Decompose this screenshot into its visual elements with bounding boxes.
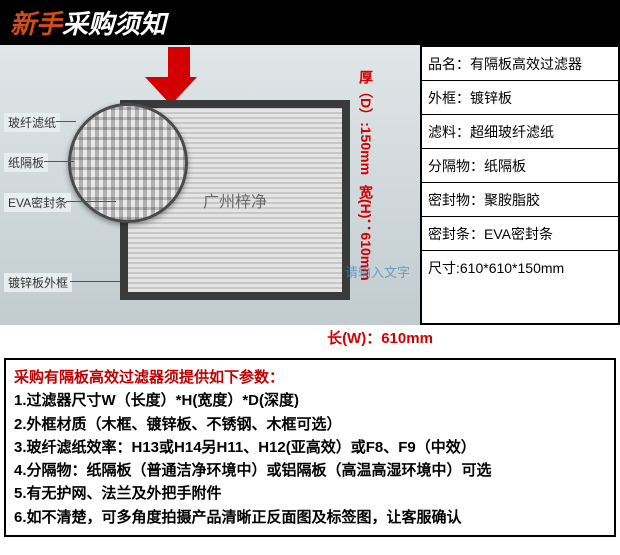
- spec-row: 品名：有隔板高效过滤器: [422, 47, 618, 81]
- spec-row: 密封条：EVA密封条: [422, 217, 618, 251]
- info-line: 6.如不清楚，可多角度拍摄产品清晰正反面图及标签图，让客服确认: [14, 506, 606, 529]
- spec-row: 滤料：超细玻纤滤纸: [422, 115, 618, 149]
- dim-depth: 厚（D）:150mm: [356, 70, 376, 175]
- diagram-panel: 广州梓净 玻纤滤纸 纸隔板 EVA密封条 镀锌板外框 厚（D）:150mm 宽(…: [0, 45, 420, 325]
- info-line: 2.外框材质（木框、镀锌板、不锈钢、木框可选）: [14, 413, 606, 436]
- main-area: 广州梓净 玻纤滤纸 纸隔板 EVA密封条 镀锌板外框 厚（D）:150mm 宽(…: [0, 45, 620, 325]
- info-line: 1.过滤器尺寸W（长度）*H(宽度）*D(深度): [14, 389, 606, 412]
- info-title: 采购有隔板高效过滤器须提供如下参数：: [14, 366, 606, 389]
- arrow-down-icon: [160, 47, 197, 105]
- header-emphasis: 新手: [10, 9, 62, 39]
- info-line: 4.分隔物：纸隔板（普通洁净环境中）或铝隔板（高温高湿环境中）可选: [14, 459, 606, 482]
- spec-row: 分隔物：纸隔板: [422, 149, 618, 183]
- spec-row: 密封物：聚胺脂胶: [422, 183, 618, 217]
- label-seal: EVA密封条: [4, 193, 71, 212]
- label-fiber: 玻纤滤纸: [4, 113, 60, 132]
- label-separator: 纸隔板: [4, 153, 48, 172]
- detail-magnifier: [68, 103, 188, 223]
- label-frame: 镀锌板外框: [4, 273, 72, 292]
- header-title: 采购须知: [62, 9, 166, 39]
- brand-watermark: 广州梓净: [203, 188, 267, 212]
- dim-width: 长(W)：610mm: [0, 325, 620, 352]
- spec-row: 外框：镀锌板: [422, 81, 618, 115]
- spec-row: 尺寸:610*610*150mm: [422, 251, 618, 285]
- info-box: 采购有隔板高效过滤器须提供如下参数： 1.过滤器尺寸W（长度）*H(宽度）*D(…: [4, 358, 616, 537]
- spec-table: 品名：有隔板高效过滤器 外框：镀锌板 滤料：超细玻纤滤纸 分隔物：纸隔板 密封物…: [420, 45, 620, 325]
- header-bar: 新手采购须知: [0, 0, 620, 45]
- info-line: 3.玻纤滤纸效率：H13或H14另H11、H12(亚高效）或F8、F9（中效）: [14, 436, 606, 459]
- watermark-text: 请输入文字: [345, 262, 410, 281]
- info-line: 5.有无护网、法兰及外把手附件: [14, 482, 606, 505]
